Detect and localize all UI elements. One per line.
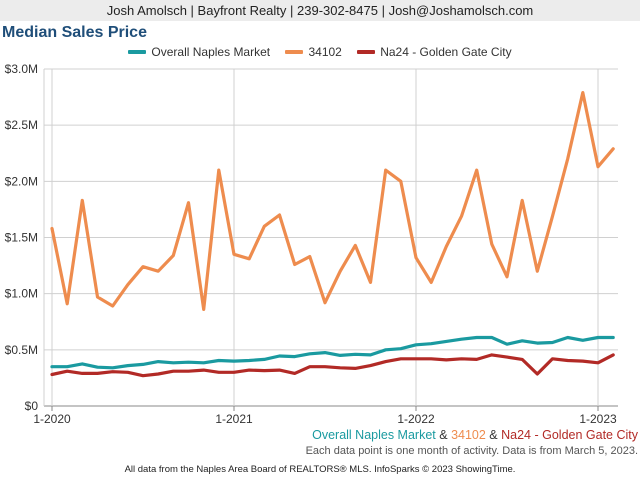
legend-label-34102: 34102	[308, 45, 342, 59]
bottom-legend-na24: Na24 - Golden Gate City	[501, 428, 638, 442]
bottom-legend-sep-1: &	[435, 428, 452, 442]
bottom-legend-overall: Overall Naples Market	[312, 428, 436, 442]
footer-credit: All data from the Naples Area Board of R…	[124, 464, 516, 475]
bottom-series-legend: Overall Naples Market & 34102 & Na24 - G…	[312, 428, 638, 442]
legend-item-overall[interactable]: Overall Naples Market	[128, 45, 270, 59]
legend-item-34102[interactable]: 34102	[285, 45, 342, 59]
y-tick-label: $2.5M	[5, 118, 38, 132]
legend-label-na24: Na24 - Golden Gate City	[380, 45, 512, 59]
header-bar: Josh Amolsch | Bayfront Realty | 239-302…	[0, 0, 640, 21]
series-line-0	[50, 335, 615, 370]
legend-label-overall: Overall Naples Market	[151, 45, 271, 59]
header-contact-text: Josh Amolsch | Bayfront Realty | 239-302…	[106, 3, 534, 18]
x-tick-label: 1-2020	[33, 412, 71, 426]
data-note: Each data point is one month of activity…	[305, 445, 638, 457]
series-line-2	[50, 353, 615, 378]
y-tick-label: $0.5M	[5, 343, 38, 357]
series-line-1	[50, 90, 615, 311]
bottom-legend-sep-2: &	[485, 428, 502, 442]
legend-swatch-overall	[128, 49, 147, 54]
legend-swatch-na24	[357, 49, 376, 54]
x-tick-label: 1-2022	[397, 412, 435, 426]
y-tick-label: $1.0M	[5, 287, 38, 301]
x-tick-label: 1-2023	[579, 412, 617, 426]
legend-swatch-34102	[285, 49, 304, 54]
y-tick-label: $1.5M	[5, 231, 38, 245]
y-tick-label: $2.0M	[5, 174, 38, 188]
chart-title: Median Sales Price	[2, 24, 147, 41]
chart-legend: Overall Naples Market 34102 Na24 - Golde…	[0, 45, 640, 59]
legend-item-na24[interactable]: Na24 - Golden Gate City	[357, 45, 512, 59]
y-tick-label: $3.0M	[5, 62, 38, 76]
x-tick-label: 1-2021	[215, 412, 253, 426]
y-tick-label: $0	[25, 399, 39, 413]
bottom-legend-34102: 34102	[451, 428, 486, 442]
